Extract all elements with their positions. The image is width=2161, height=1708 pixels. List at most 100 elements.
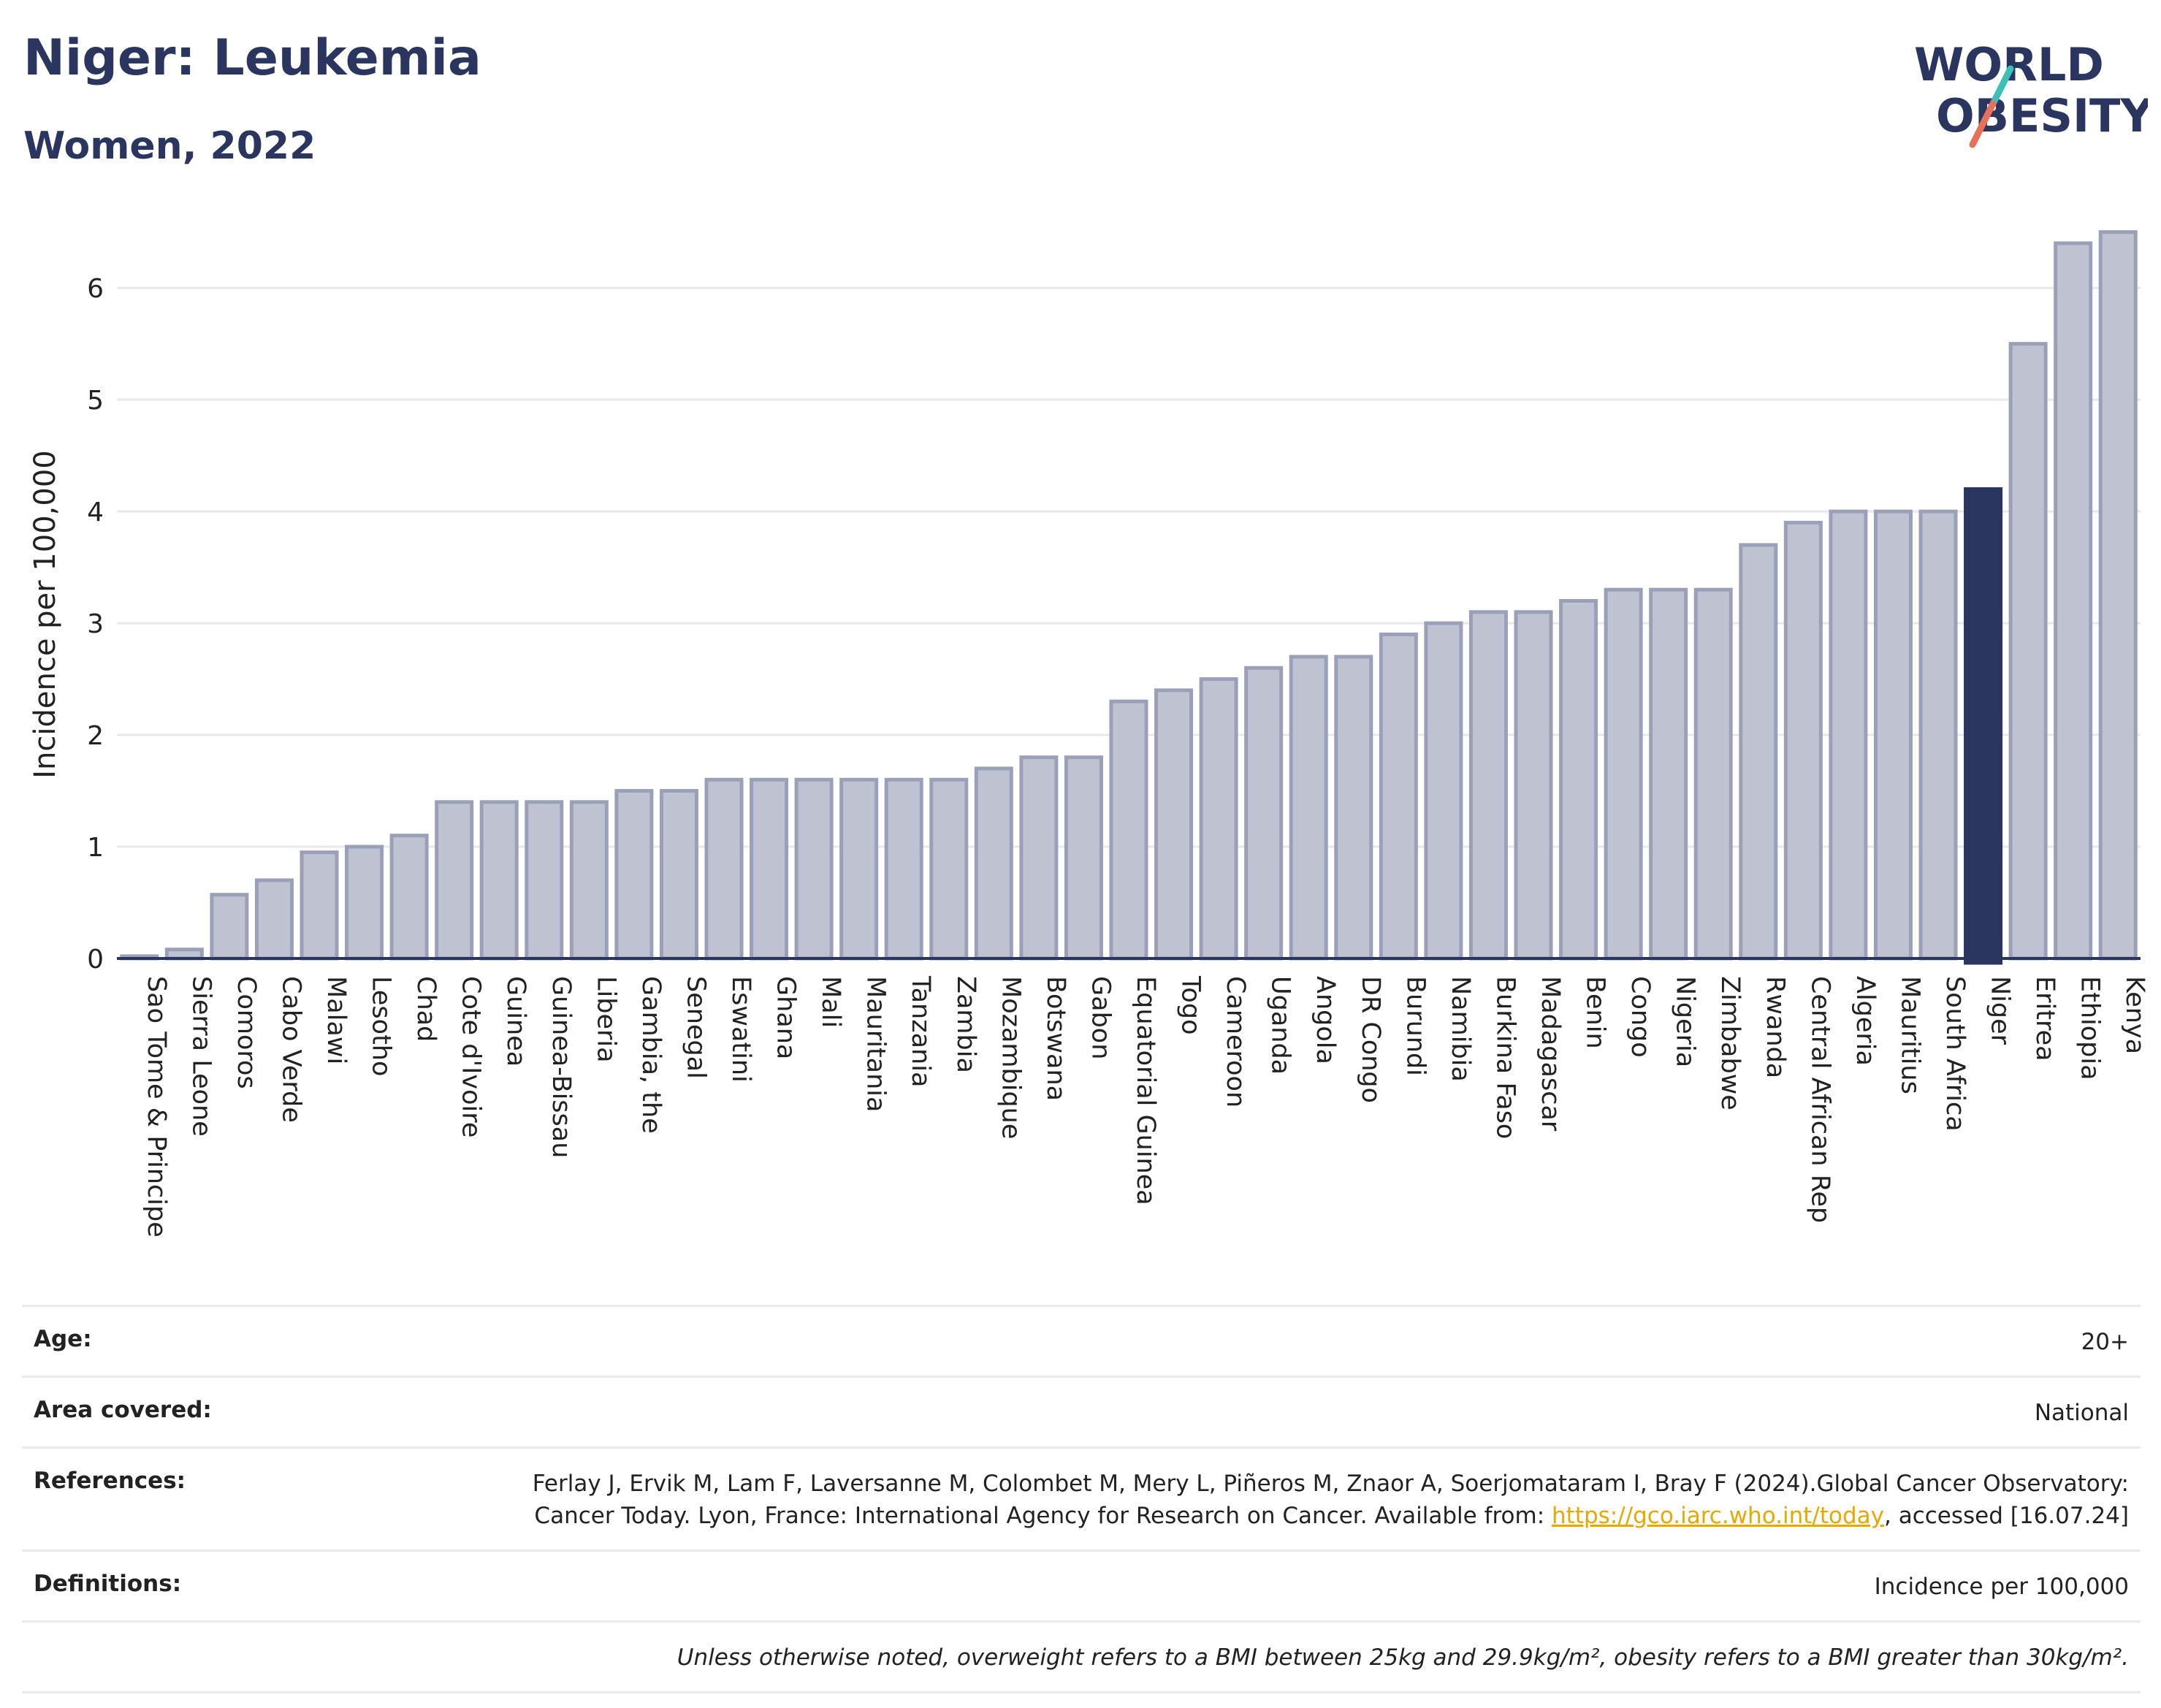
x-tick-label: Gambia, the (636, 976, 666, 1134)
x-tick-label: Rwanda (1761, 976, 1790, 1078)
x-tick-label: Burundi (1400, 976, 1430, 1076)
bar-chart: 0 1 2 3 4 5 6 Incidence per 100,000 Sao Tome & P… (28, 230, 2149, 1238)
x-tick-label: Guinea (501, 976, 530, 1067)
bar (884, 777, 923, 961)
x-tick-label: Ethiopia (2076, 976, 2105, 1080)
bar (2098, 230, 2138, 961)
bar (2008, 342, 2048, 961)
bar (1109, 699, 1148, 961)
x-tick-label: Sao Tome & Principe (142, 976, 171, 1238)
bar (704, 777, 744, 961)
bar (1783, 520, 1823, 961)
x-tick-label: Equatorial Guinea (1131, 976, 1160, 1205)
bar-highlight (1964, 487, 2003, 965)
bmi-note: Unless otherwise noted, overweight refer… (676, 1644, 2129, 1671)
x-tick-label: Comoros (232, 976, 261, 1089)
bar (435, 800, 474, 961)
x-tick-label: Malawi (321, 976, 351, 1064)
meta-row-definitions: Definitions: Incidence per 100,000 (22, 1549, 2141, 1620)
chart-title: Niger: Leukemia (23, 29, 481, 87)
logo-slash-coral (1969, 100, 1997, 148)
x-tick-label: Angola (1311, 976, 1340, 1064)
x-tick-label: Togo (1176, 975, 1205, 1034)
meta-label: Age: (34, 1326, 92, 1352)
bar (974, 766, 1013, 961)
x-tick-label: Burkina Faso (1490, 976, 1520, 1139)
bar (614, 789, 654, 961)
bar (929, 777, 969, 961)
y-tick-label: 0 (87, 945, 104, 975)
x-tick-label: Zimbabwe (1715, 976, 1745, 1110)
bar (345, 845, 384, 961)
bar (1334, 655, 1373, 961)
x-tick-label: Eritrea (2030, 976, 2059, 1061)
x-tick-label: DR Congo (1356, 976, 1385, 1103)
x-tick-label: Mauritius (1895, 976, 1924, 1094)
bar (1873, 509, 1913, 961)
bar (1154, 688, 1194, 961)
x-tick-label: Chad (411, 976, 441, 1042)
bar (1244, 666, 1284, 961)
logo-line1: WORLD (1914, 38, 2104, 91)
chart-subtitle: Women, 2022 (23, 124, 316, 168)
bar (1424, 621, 1463, 961)
x-tick-label: Tanzania (906, 975, 935, 1087)
bar (659, 789, 698, 961)
bar (794, 777, 834, 961)
y-tick-label: 5 (87, 386, 104, 416)
x-tick-label: Sierra Leone (186, 976, 216, 1137)
bar (525, 800, 564, 961)
meta-row-area: Area covered: National (22, 1376, 2141, 1446)
x-tick-label: Namibia (1446, 976, 1475, 1082)
meta-value: 20+ (2081, 1329, 2129, 1355)
y-tick-label: 4 (87, 497, 104, 527)
x-tick-label: Cabo Verde (276, 976, 305, 1123)
bar (839, 777, 879, 961)
logo-line2: OBESITY (1936, 89, 2148, 142)
bar (254, 878, 294, 961)
meta-value: Incidence per 100,000 (1874, 1574, 2129, 1600)
x-tick-label: Congo (1625, 976, 1655, 1058)
bar (2054, 241, 2093, 961)
x-tick-label: Ghana (771, 976, 801, 1059)
bar (1064, 755, 1103, 961)
references-link[interactable]: https://gco.iarc.who.int/today (1552, 1503, 1884, 1529)
x-tick-label: Kenya (2120, 976, 2149, 1054)
x-tick-label: Mauritania (861, 976, 891, 1112)
y-tick-label: 3 (87, 609, 104, 639)
x-tick-label: Nigeria (1671, 976, 1700, 1067)
bar (1289, 655, 1328, 961)
bar (300, 850, 339, 961)
world-obesity-logo: WORLD OBESITY (1914, 38, 2148, 148)
x-tick-label: Senegal (681, 976, 710, 1079)
bar (210, 893, 249, 961)
x-tick-label: Algeria (1851, 976, 1880, 1066)
x-tick-label: Uganda (1266, 976, 1295, 1075)
y-tick-label: 2 (87, 721, 104, 751)
x-tick-label: Benin (1581, 976, 1610, 1049)
x-tick-label: Guinea-Bissau (546, 976, 576, 1158)
bar (1019, 755, 1059, 961)
x-tick-label: Liberia (591, 976, 620, 1063)
bar (1379, 632, 1418, 961)
bar (479, 800, 519, 961)
bar (750, 777, 789, 961)
meta-label: Definitions: (34, 1571, 182, 1597)
references-accessed: , accessed [16.07.24] (1883, 1503, 2129, 1529)
y-axis-label: Incidence per 100,000 (28, 450, 62, 779)
bar (1693, 587, 1733, 961)
bar (569, 800, 609, 961)
bar (1604, 587, 1643, 961)
meta-value: National (2034, 1400, 2129, 1426)
meta-row-note: Unless otherwise noted, overweight refer… (22, 1620, 2141, 1693)
y-tick-label: 6 (87, 274, 104, 304)
bar (1468, 610, 1508, 961)
bar (1918, 509, 1958, 961)
metadata-table: Age: 20+ Area covered: National Referenc… (22, 1305, 2141, 1693)
x-tick-label: Mali (816, 976, 845, 1028)
x-tick-label: Botswana (1041, 976, 1070, 1101)
x-tick-label: Central African Rep (1805, 976, 1834, 1223)
x-tick-label: Gabon (1086, 976, 1115, 1059)
meta-value: Ferlay J, Ervik M, Lam F, Laversanne M, … (449, 1468, 2129, 1532)
bar (1829, 509, 1868, 961)
